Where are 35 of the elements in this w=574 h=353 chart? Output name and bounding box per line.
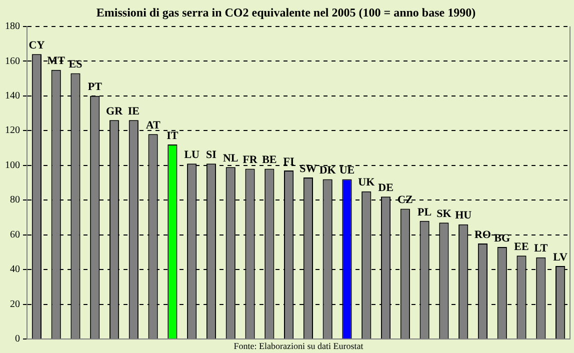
- y-tick-label: 100: [5, 160, 20, 171]
- x-tick-label: UE: [339, 164, 355, 177]
- x-tick-label: NL: [222, 152, 238, 164]
- x-tick-label: IE: [128, 106, 140, 118]
- x-tick-label: PL: [418, 206, 432, 218]
- x-tick-label: GR: [106, 106, 124, 118]
- x-tick-label: EE: [514, 240, 529, 253]
- y-tick-label: 140: [5, 90, 20, 102]
- y-tick-label: 80: [10, 194, 20, 206]
- x-tick-label: UK: [358, 176, 376, 189]
- x-tick-label: CY: [28, 40, 45, 52]
- y-tick-label: 180: [5, 21, 20, 32]
- x-tick-label: CZ: [398, 194, 413, 206]
- y-tick-label: 120: [5, 125, 20, 136]
- y-tick-label: 0: [15, 334, 20, 345]
- x-tick-label: SI: [206, 148, 216, 161]
- x-tick-label: LT: [534, 242, 548, 255]
- x-tick-label: BE: [262, 154, 277, 166]
- x-tick-label: AT: [146, 119, 161, 132]
- x-tick-label: FR: [242, 154, 258, 166]
- y-tick-label: 40: [10, 264, 20, 276]
- x-tick-label: HU: [455, 210, 472, 222]
- source-note: Fonte: Elaborazioni su dati Eurostat: [234, 340, 364, 351]
- x-tick-label: PT: [88, 81, 103, 94]
- y-tick-label: 160: [5, 56, 20, 67]
- x-tick-label: LV: [553, 251, 568, 264]
- x-tick-label: IT: [166, 130, 179, 142]
- x-tick-label: DK: [319, 164, 336, 177]
- x-tick-label: FI: [283, 156, 294, 168]
- x-tick-label: SK: [436, 208, 452, 220]
- y-tick-label: 60: [10, 229, 20, 240]
- y-tick-label: 20: [10, 298, 20, 310]
- x-tick-label: DE: [378, 182, 394, 194]
- x-tick-label: LU: [184, 148, 200, 161]
- chart-title: Emissioni di gas serra in CO2 equivalente nel 2005 (100 = anno base 1990): [96, 5, 476, 20]
